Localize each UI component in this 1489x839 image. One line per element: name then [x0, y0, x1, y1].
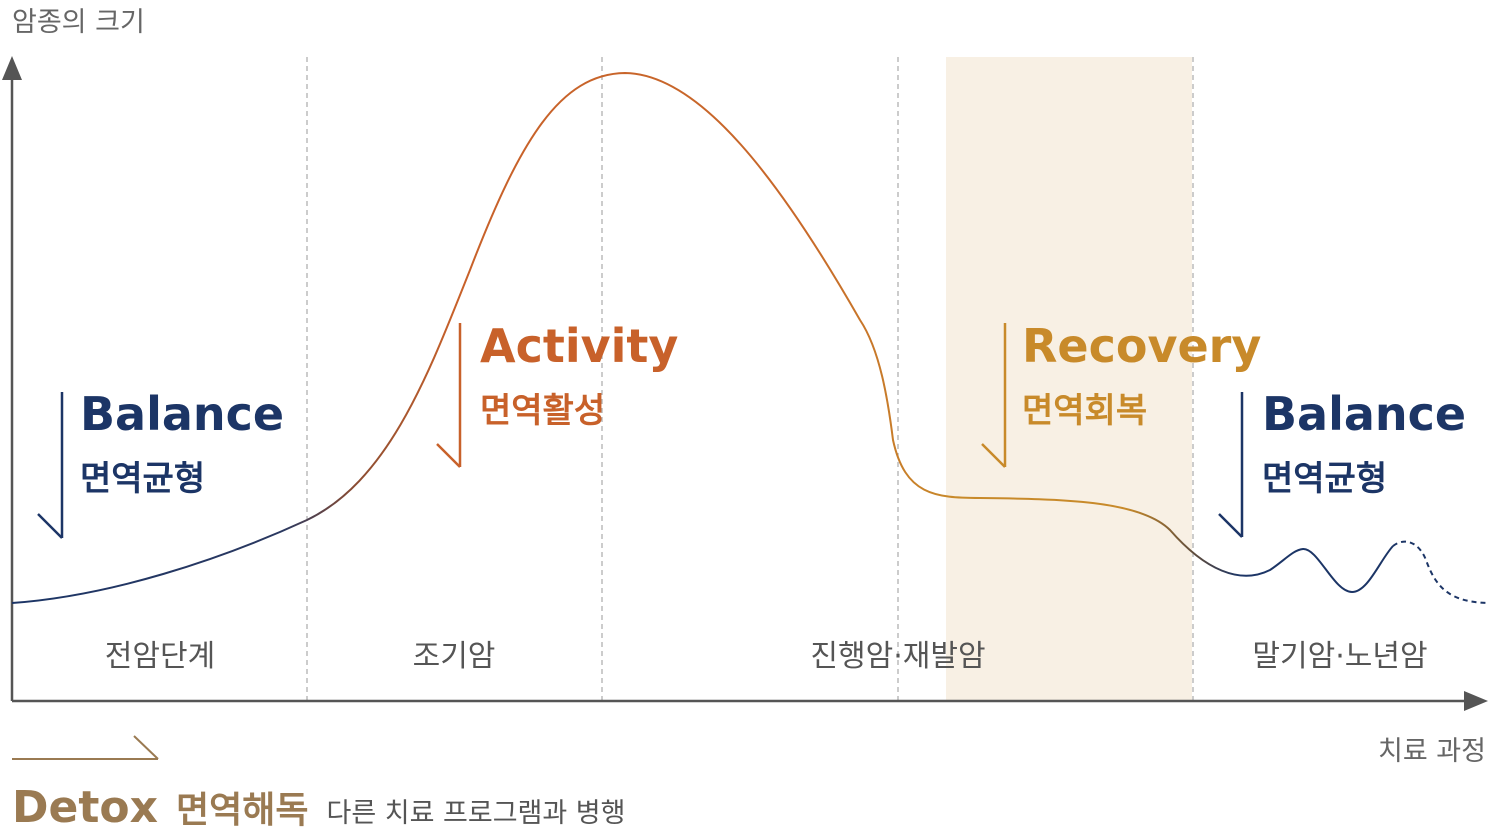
activity-arrow-icon [436, 323, 462, 468]
balance-left-arrow-icon [37, 392, 64, 539]
balance-right-subtitle: 면역균형 [1262, 459, 1387, 499]
phase-label-advanced: 진행암·재발암 [810, 639, 985, 674]
detox-subtitle: 면역해독 [176, 790, 308, 831]
recovery-arrow-icon [981, 323, 1007, 468]
balance-right-arrow-icon [1218, 392, 1244, 538]
recovery-title: Recovery [1022, 319, 1261, 373]
balance-left-title: Balance [80, 387, 284, 441]
activity-subtitle: 면역활성 [480, 391, 605, 431]
x-axis-arrow-icon [1464, 691, 1488, 711]
phase-label-terminal: 말기암·노년암 [1252, 639, 1427, 674]
phase-label-precancer: 전암단계 [105, 639, 215, 674]
y-axis-arrow-icon [2, 56, 22, 80]
activity-title: Activity [480, 319, 678, 373]
detox-arrow-icon [12, 735, 159, 760]
immunity-curve [11, 71, 1394, 604]
detox-line: Detox 면역해독 다른 치료 프로그램과 병행 [12, 782, 626, 833]
axes [2, 56, 1488, 711]
detox-title: Detox [12, 782, 158, 833]
x-axis-label: 치료 과정 [1378, 736, 1486, 767]
immunity-curve-dashed-tail [1392, 540, 1489, 604]
recovery-highlight-band [946, 57, 1192, 701]
y-axis-label: 암종의 크기 [12, 7, 145, 38]
detox-note: 다른 치료 프로그램과 병행 [327, 798, 626, 829]
balance-left-subtitle: 면역균형 [80, 459, 205, 499]
recovery-subtitle: 면역회복 [1022, 391, 1147, 431]
phase-label-early: 조기암 [413, 639, 496, 674]
balance-right-title: Balance [1262, 387, 1466, 441]
